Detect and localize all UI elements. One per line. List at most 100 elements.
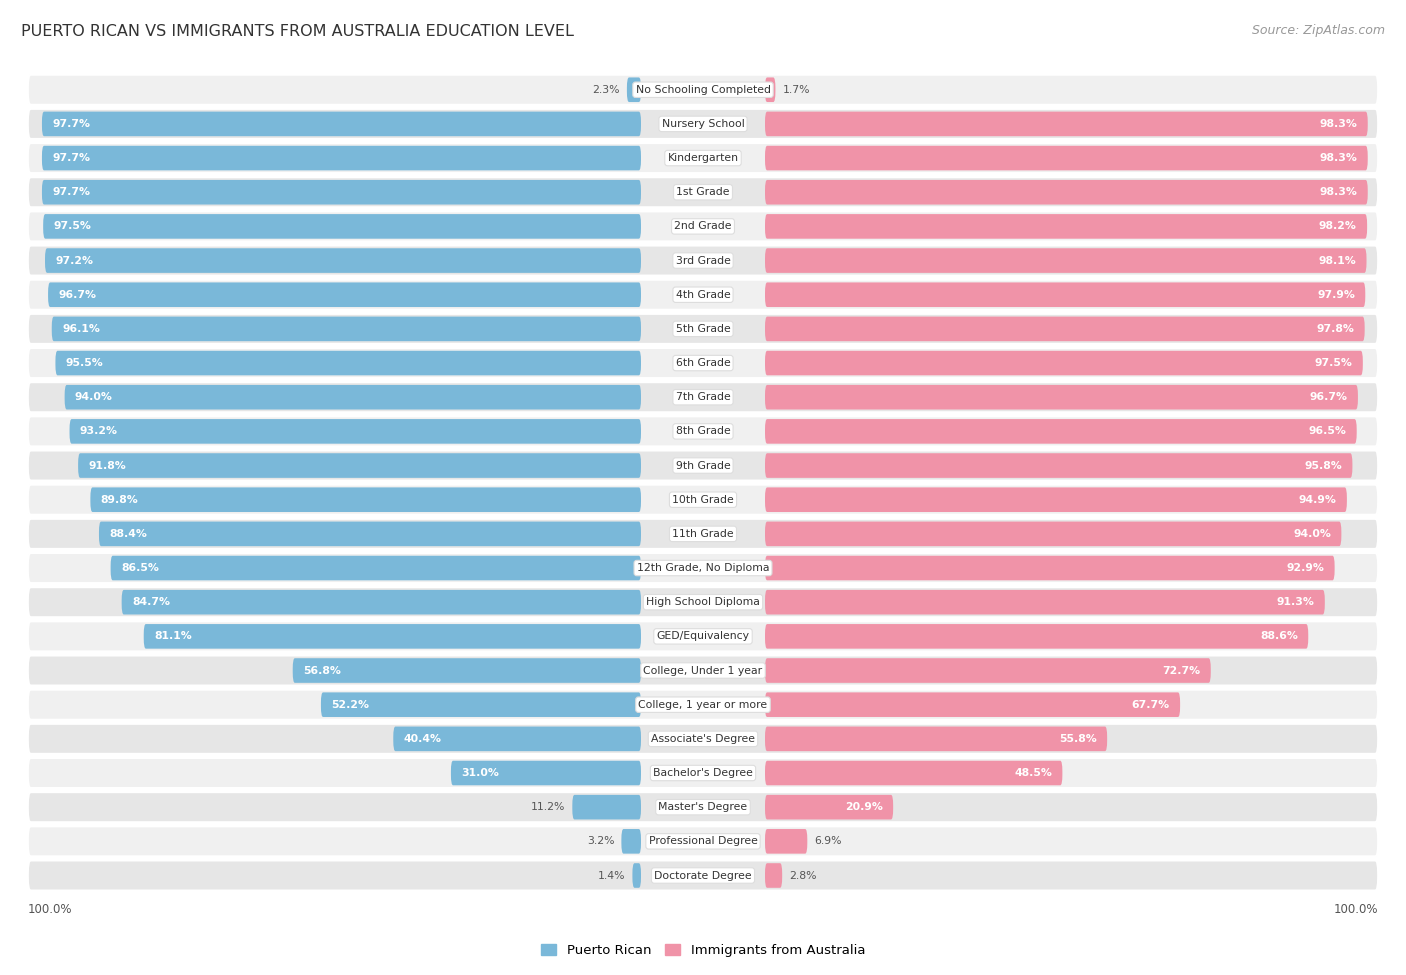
Text: 96.7%: 96.7% — [1309, 392, 1347, 403]
FancyBboxPatch shape — [28, 75, 1378, 104]
Text: 1st Grade: 1st Grade — [676, 187, 730, 197]
FancyBboxPatch shape — [42, 180, 641, 205]
Text: 84.7%: 84.7% — [132, 598, 170, 607]
Text: 91.8%: 91.8% — [89, 460, 127, 471]
Text: 94.0%: 94.0% — [1294, 528, 1331, 539]
FancyBboxPatch shape — [143, 624, 641, 648]
Text: 3.2%: 3.2% — [586, 837, 614, 846]
FancyBboxPatch shape — [621, 829, 641, 854]
FancyBboxPatch shape — [292, 658, 641, 682]
Text: Bachelor's Degree: Bachelor's Degree — [652, 768, 754, 778]
Text: 88.4%: 88.4% — [110, 528, 148, 539]
Text: 6.9%: 6.9% — [814, 837, 842, 846]
FancyBboxPatch shape — [28, 382, 1378, 412]
FancyBboxPatch shape — [79, 453, 641, 478]
FancyBboxPatch shape — [765, 624, 1308, 648]
Text: 95.5%: 95.5% — [66, 358, 104, 368]
FancyBboxPatch shape — [765, 283, 1365, 307]
FancyBboxPatch shape — [28, 348, 1378, 378]
Text: 11.2%: 11.2% — [531, 802, 565, 812]
FancyBboxPatch shape — [765, 180, 1368, 205]
Text: 98.3%: 98.3% — [1319, 119, 1357, 129]
Text: 56.8%: 56.8% — [304, 666, 340, 676]
FancyBboxPatch shape — [48, 283, 641, 307]
FancyBboxPatch shape — [765, 249, 1367, 273]
FancyBboxPatch shape — [321, 692, 641, 717]
FancyBboxPatch shape — [28, 621, 1378, 651]
FancyBboxPatch shape — [28, 519, 1378, 549]
FancyBboxPatch shape — [28, 177, 1378, 208]
FancyBboxPatch shape — [765, 111, 1368, 136]
Text: 96.5%: 96.5% — [1309, 426, 1347, 437]
FancyBboxPatch shape — [42, 111, 641, 136]
Text: 67.7%: 67.7% — [1132, 700, 1170, 710]
FancyBboxPatch shape — [55, 351, 641, 375]
Text: 31.0%: 31.0% — [461, 768, 499, 778]
Legend: Puerto Rican, Immigrants from Australia: Puerto Rican, Immigrants from Australia — [536, 938, 870, 962]
FancyBboxPatch shape — [28, 485, 1378, 515]
Text: 9th Grade: 9th Grade — [676, 460, 730, 471]
Text: 97.7%: 97.7% — [52, 187, 90, 197]
Text: 4th Grade: 4th Grade — [676, 290, 730, 299]
Text: Source: ZipAtlas.com: Source: ZipAtlas.com — [1251, 24, 1385, 37]
FancyBboxPatch shape — [765, 829, 807, 854]
Text: 3rd Grade: 3rd Grade — [675, 255, 731, 265]
Text: 96.1%: 96.1% — [62, 324, 100, 333]
FancyBboxPatch shape — [42, 146, 641, 171]
FancyBboxPatch shape — [765, 590, 1324, 614]
Text: 1.4%: 1.4% — [598, 871, 626, 880]
FancyBboxPatch shape — [28, 246, 1378, 276]
Text: 86.5%: 86.5% — [121, 563, 159, 573]
FancyBboxPatch shape — [765, 146, 1368, 171]
FancyBboxPatch shape — [765, 385, 1358, 409]
FancyBboxPatch shape — [765, 556, 1334, 580]
Text: 97.7%: 97.7% — [52, 153, 90, 163]
FancyBboxPatch shape — [45, 249, 641, 273]
Text: 20.9%: 20.9% — [845, 802, 883, 812]
FancyBboxPatch shape — [765, 760, 1063, 785]
Text: 97.5%: 97.5% — [53, 221, 91, 231]
Text: 52.2%: 52.2% — [332, 700, 370, 710]
Text: 8th Grade: 8th Grade — [676, 426, 730, 437]
Text: High School Diploma: High School Diploma — [647, 598, 759, 607]
Text: Professional Degree: Professional Degree — [648, 837, 758, 846]
Text: GED/Equivalency: GED/Equivalency — [657, 632, 749, 642]
FancyBboxPatch shape — [111, 556, 641, 580]
Text: 100.0%: 100.0% — [1334, 903, 1378, 916]
FancyBboxPatch shape — [28, 792, 1378, 822]
Text: 5th Grade: 5th Grade — [676, 324, 730, 333]
Text: 11th Grade: 11th Grade — [672, 528, 734, 539]
Text: 98.3%: 98.3% — [1319, 153, 1357, 163]
FancyBboxPatch shape — [28, 314, 1378, 344]
Text: 97.5%: 97.5% — [1315, 358, 1353, 368]
Text: 93.2%: 93.2% — [80, 426, 118, 437]
FancyBboxPatch shape — [98, 522, 641, 546]
FancyBboxPatch shape — [394, 726, 641, 751]
Text: Associate's Degree: Associate's Degree — [651, 734, 755, 744]
FancyBboxPatch shape — [765, 488, 1347, 512]
Text: 97.2%: 97.2% — [55, 255, 93, 265]
Text: 95.8%: 95.8% — [1305, 460, 1343, 471]
Text: 12th Grade, No Diploma: 12th Grade, No Diploma — [637, 563, 769, 573]
Text: Nursery School: Nursery School — [662, 119, 744, 129]
FancyBboxPatch shape — [765, 77, 776, 102]
FancyBboxPatch shape — [28, 689, 1378, 720]
FancyBboxPatch shape — [572, 795, 641, 819]
Text: Master's Degree: Master's Degree — [658, 802, 748, 812]
Text: 48.5%: 48.5% — [1014, 768, 1052, 778]
FancyBboxPatch shape — [65, 385, 641, 409]
FancyBboxPatch shape — [28, 553, 1378, 583]
FancyBboxPatch shape — [765, 453, 1353, 478]
FancyBboxPatch shape — [765, 658, 1211, 682]
Text: 40.4%: 40.4% — [404, 734, 441, 744]
Text: 91.3%: 91.3% — [1277, 598, 1315, 607]
FancyBboxPatch shape — [28, 655, 1378, 685]
Text: 1.7%: 1.7% — [782, 85, 810, 95]
Text: 97.7%: 97.7% — [52, 119, 90, 129]
Text: 2.8%: 2.8% — [789, 871, 817, 880]
Text: 98.2%: 98.2% — [1319, 221, 1357, 231]
FancyBboxPatch shape — [765, 863, 782, 888]
FancyBboxPatch shape — [28, 861, 1378, 890]
Text: 97.9%: 97.9% — [1317, 290, 1355, 299]
FancyBboxPatch shape — [28, 587, 1378, 617]
